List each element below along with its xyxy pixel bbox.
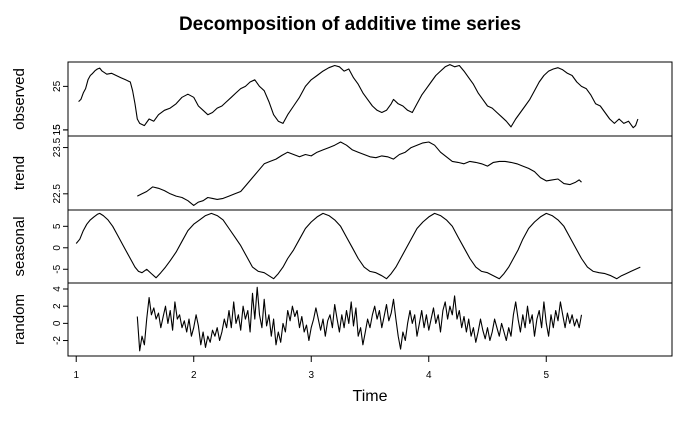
panel-frame-observed — [67, 61, 673, 137]
x-tick-label-1: 2 — [191, 370, 197, 381]
y-tick-label-random-0: -2 — [52, 336, 63, 345]
panel-frame-trend — [67, 135, 673, 211]
series-line-random — [136, 286, 583, 352]
y-tick-label-observed-0: 15 — [52, 124, 63, 136]
panel-frame-random — [67, 282, 673, 357]
y-tick-label-seasonal-0: -5 — [52, 264, 63, 273]
y-tick-label-trend-1: 23.5 — [52, 137, 63, 157]
x-tick-label-2: 3 — [308, 370, 314, 381]
y-tick-label-random-2: 2 — [52, 303, 63, 309]
x-axis-label: Time — [352, 388, 388, 405]
y-tick-label-observed-2: 25 — [52, 80, 63, 92]
series-line-seasonal — [75, 212, 641, 280]
y-axis-label-trend: trend — [11, 156, 28, 190]
y-axis-label-seasonal: seasonal — [11, 216, 28, 276]
x-tick-label-4: 5 — [543, 370, 549, 381]
y-tick-label-random-3: 4 — [52, 286, 63, 292]
series-line-trend — [137, 141, 582, 206]
y-tick-label-seasonal-1: 0 — [52, 245, 63, 251]
y-tick-label-observed-1: 15 — [52, 124, 63, 136]
y-tick-label-random-1: 0 — [52, 320, 63, 326]
x-tick-label-3: 4 — [426, 370, 432, 381]
y-axis-label-observed: observed — [11, 68, 28, 130]
y-tick-label-seasonal-2: 5 — [52, 223, 63, 229]
x-tick-label-0: 1 — [73, 370, 79, 381]
series-line-observed — [78, 64, 639, 129]
y-axis-label-random: random — [11, 294, 28, 345]
y-tick-label-trend-0: 22.5 — [52, 184, 63, 204]
chart-title: Decomposition of additive time series — [178, 14, 522, 35]
panel-frame-seasonal — [67, 209, 673, 284]
